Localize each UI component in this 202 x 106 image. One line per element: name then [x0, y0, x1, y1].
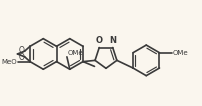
Text: N: N — [109, 36, 116, 45]
Text: O: O — [96, 36, 103, 45]
Text: OMe: OMe — [173, 50, 188, 56]
Text: MeO: MeO — [1, 59, 17, 65]
Text: O: O — [19, 52, 25, 61]
Text: O: O — [19, 46, 25, 55]
Text: OMe: OMe — [68, 50, 83, 56]
